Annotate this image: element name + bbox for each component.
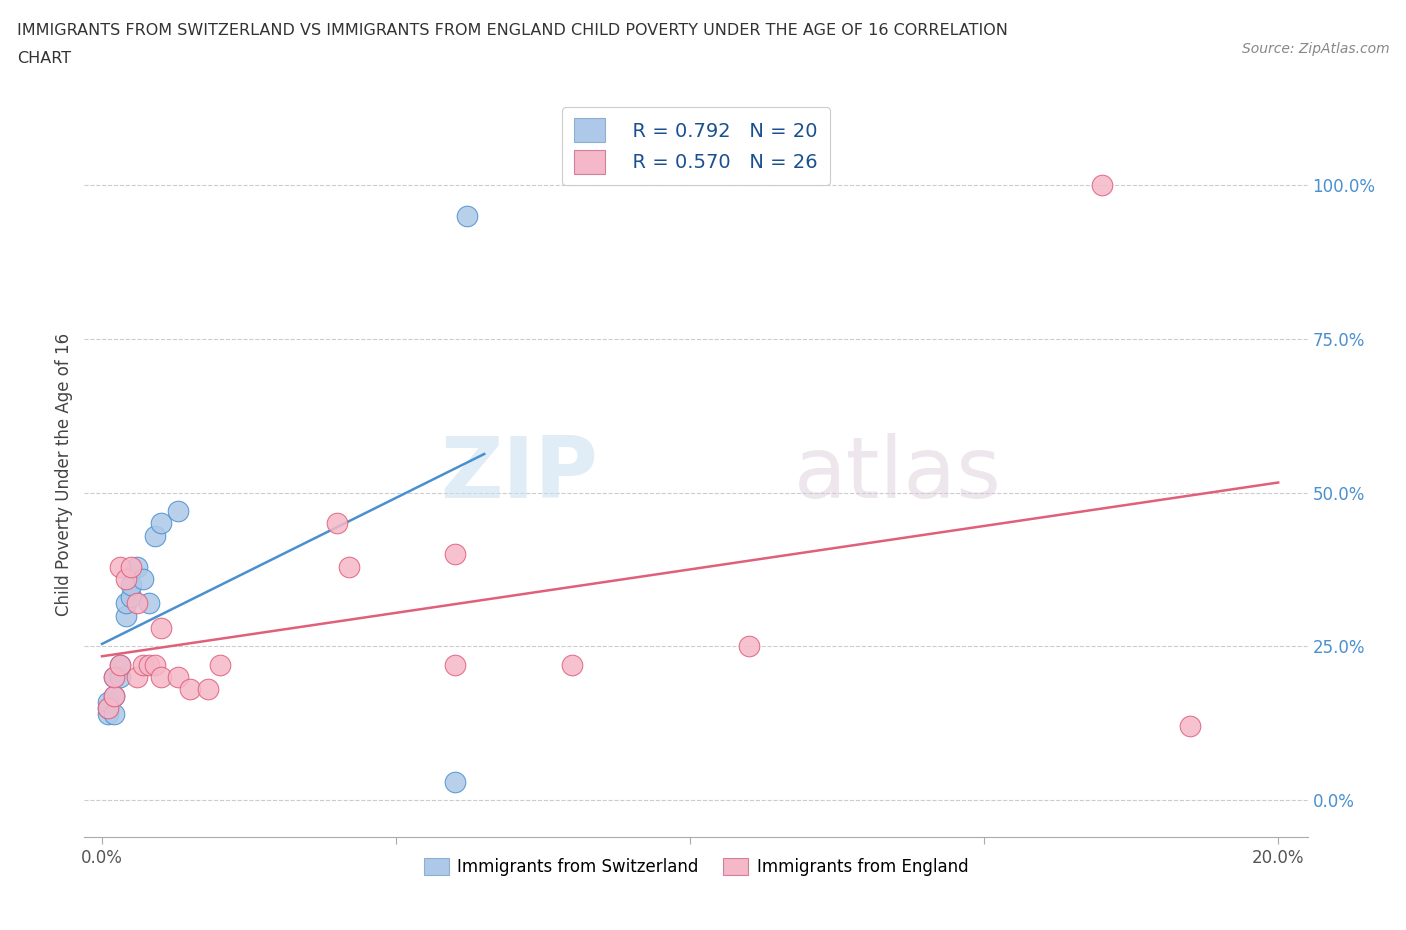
Point: [444, 775, 467, 790]
Text: ZIP: ZIP: [440, 432, 598, 516]
Point: [143, 658, 166, 672]
Point: [738, 639, 761, 654]
Point: [103, 670, 125, 684]
Point: [444, 547, 467, 562]
Point: [456, 208, 478, 223]
Y-axis label: Child Poverty Under the Age of 16: Child Poverty Under the Age of 16: [55, 333, 73, 616]
Point: [197, 682, 219, 697]
Point: [108, 559, 131, 574]
Text: CHART: CHART: [17, 51, 70, 66]
Point: [127, 596, 149, 611]
Point: [132, 571, 155, 586]
Point: [114, 608, 136, 623]
Point: [1091, 178, 1114, 193]
Point: [561, 658, 583, 672]
Point: [444, 658, 467, 672]
Point: [149, 516, 172, 531]
Point: [114, 571, 136, 586]
Text: Source: ZipAtlas.com: Source: ZipAtlas.com: [1241, 42, 1389, 56]
Point: [103, 707, 125, 722]
Point: [120, 590, 142, 604]
Point: [208, 658, 231, 672]
Point: [120, 559, 142, 574]
Legend: Immigrants from Switzerland, Immigrants from England: Immigrants from Switzerland, Immigrants …: [418, 852, 974, 883]
Point: [97, 707, 120, 722]
Point: [167, 504, 190, 519]
Point: [97, 695, 120, 710]
Point: [337, 559, 360, 574]
Point: [326, 516, 349, 531]
Point: [97, 700, 120, 715]
Point: [103, 688, 125, 703]
Point: [108, 658, 131, 672]
Point: [114, 596, 136, 611]
Text: atlas: atlas: [794, 432, 1002, 516]
Point: [103, 688, 125, 703]
Point: [120, 578, 142, 592]
Point: [149, 620, 172, 635]
Point: [127, 670, 149, 684]
Point: [138, 596, 160, 611]
Point: [103, 670, 125, 684]
Point: [108, 670, 131, 684]
Point: [1178, 719, 1201, 734]
Point: [149, 670, 172, 684]
Point: [167, 670, 190, 684]
Point: [132, 658, 155, 672]
Text: IMMIGRANTS FROM SWITZERLAND VS IMMIGRANTS FROM ENGLAND CHILD POVERTY UNDER THE A: IMMIGRANTS FROM SWITZERLAND VS IMMIGRANT…: [17, 23, 1008, 38]
Point: [127, 559, 149, 574]
Point: [108, 658, 131, 672]
Point: [97, 700, 120, 715]
Point: [143, 528, 166, 543]
Point: [138, 658, 160, 672]
Point: [179, 682, 201, 697]
